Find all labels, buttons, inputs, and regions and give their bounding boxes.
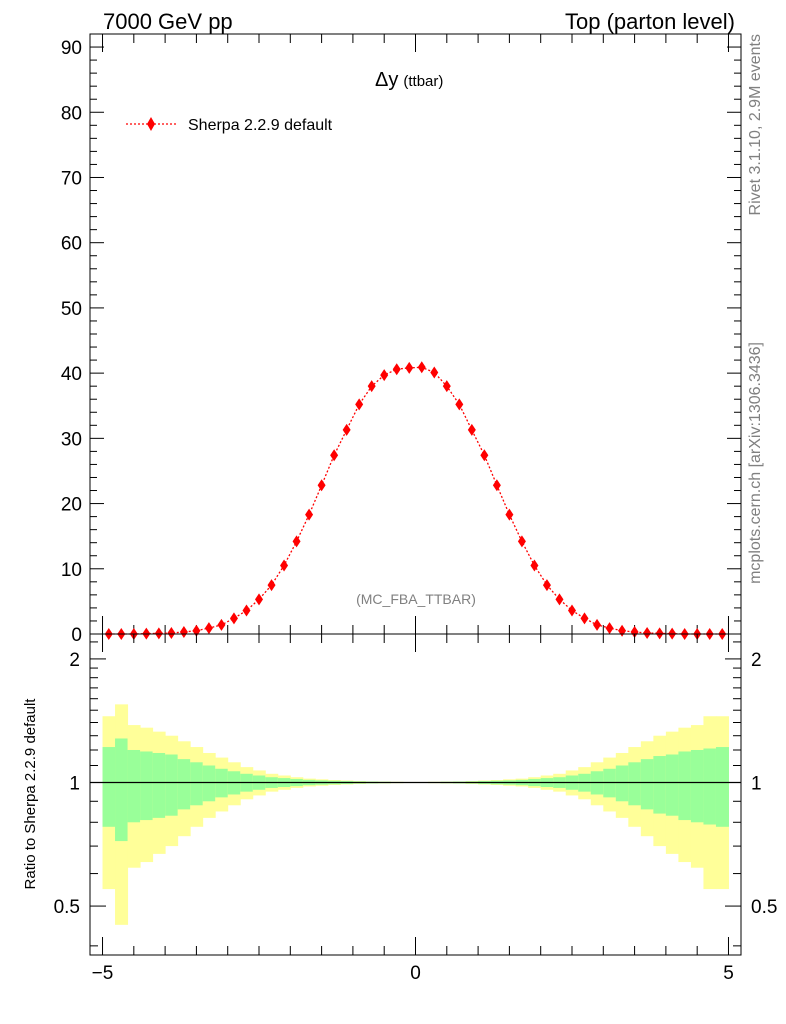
data-point (204, 622, 213, 635)
ratio-band-inner (690, 749, 704, 823)
ratio-band-inner (653, 756, 667, 814)
data-point (480, 449, 489, 462)
main-y-tick-label: 10 (61, 560, 82, 581)
data-point (605, 622, 614, 635)
data-point (643, 627, 652, 640)
legend-label: Sherpa 2.2.9 default (188, 117, 333, 134)
data-point (217, 618, 226, 631)
data-point (405, 361, 414, 374)
ratio-band-inner (615, 765, 629, 802)
data-point (517, 535, 526, 548)
data-point (593, 618, 602, 631)
ratio-band-inner (152, 752, 166, 818)
data-point (255, 593, 264, 606)
main-y-tick-label: 20 (61, 495, 82, 516)
main-axis-ticks (90, 34, 741, 635)
ratio-y-tick-label: 1 (69, 773, 80, 794)
side-label-bottom: mcplots.cern.ch [arXiv:1306.3436] (747, 342, 764, 584)
data-point (555, 593, 564, 606)
ratio-band-inner (665, 754, 679, 816)
data-point (267, 579, 276, 592)
data-point (355, 398, 364, 411)
data-point (567, 604, 576, 617)
ratio-y-tick-label-right: 1 (751, 773, 762, 794)
main-y-tick-label: 40 (61, 364, 82, 385)
data-point (317, 479, 326, 492)
main-y-tick-label: 90 (61, 38, 82, 59)
ratio-y-label: Ratio to Sherpa 2.2.9 default (22, 698, 39, 890)
main-y-tick-label: 0 (71, 625, 82, 646)
data-point (367, 380, 376, 393)
data-point (630, 626, 639, 639)
ratio-band-inner (190, 762, 204, 806)
data-point (417, 361, 426, 374)
ratio-band-inner (165, 754, 179, 816)
ratio-band-inner (115, 738, 129, 842)
ratio-band-inner (678, 751, 692, 821)
data-point (580, 612, 589, 625)
ratio-tick-labels: 0.5 0.5 1 1 2 2 −5 0 5 (54, 650, 778, 984)
ratio-band-inner (715, 747, 729, 827)
data-point (242, 604, 251, 617)
data-point (342, 423, 351, 436)
data-point (380, 369, 389, 382)
ratio-band-inner (703, 748, 717, 825)
ratio-band-inner (640, 759, 654, 810)
ratio-band-inner (127, 749, 141, 823)
data-point (655, 627, 664, 640)
data-point (154, 627, 163, 640)
data-point (442, 380, 451, 393)
ratio-y-tick-label-right: 2 (751, 650, 762, 671)
main-y-tick-label: 30 (61, 429, 82, 450)
ratio-band-inner (177, 759, 191, 810)
ratio-y-tick-label: 2 (69, 650, 80, 671)
data-point (530, 559, 539, 572)
data-point (179, 626, 188, 639)
x-tick-label: 5 (723, 963, 734, 984)
legend: Sherpa 2.2.9 default (126, 117, 333, 134)
watermark: (MC_FBA_TTBAR) (356, 591, 476, 607)
main-y-tick-label: 60 (61, 234, 82, 255)
data-point (505, 508, 514, 521)
main-y-tick-label: 70 (61, 168, 82, 189)
ratio-bands (102, 704, 729, 925)
data-point (618, 624, 627, 637)
data-point (430, 366, 439, 379)
data-point (280, 559, 289, 572)
data-point (455, 398, 464, 411)
data-point (392, 363, 401, 376)
ratio-band-inner (628, 762, 642, 806)
data-point (229, 612, 238, 625)
ratio-y-tick-label-right: 0.5 (751, 897, 777, 918)
data-point (330, 449, 339, 462)
data-point (305, 508, 314, 521)
ratio-y-tick-label: 0.5 (54, 897, 80, 918)
header-left: 7000 GeV pp (103, 9, 233, 34)
ratio-plot-frame (89, 633, 742, 956)
ratio-band-inner (102, 747, 116, 827)
data-point (492, 479, 501, 492)
ratio-band-inner (140, 751, 154, 821)
ratio-band-inner (202, 765, 216, 802)
data-point (167, 627, 176, 640)
ratio-axis-ticks (90, 634, 741, 955)
header-right: Top (parton level) (565, 9, 735, 34)
main-y-tick-label: 80 (61, 103, 82, 124)
data-point (292, 535, 301, 548)
legend-marker (147, 117, 155, 131)
main-y-tick-label: 50 (61, 299, 82, 320)
side-label-top: Rivet 3.1.10, 2.9M events (747, 34, 764, 215)
x-tick-label: −5 (92, 963, 114, 984)
plot-title: Δy (ttbar) (375, 69, 443, 91)
data-point (467, 423, 476, 436)
data-point (542, 579, 551, 592)
main-y-tick-labels: 0 10 20 30 40 50 60 70 80 90 (61, 38, 82, 646)
x-tick-label: 0 (410, 963, 421, 984)
